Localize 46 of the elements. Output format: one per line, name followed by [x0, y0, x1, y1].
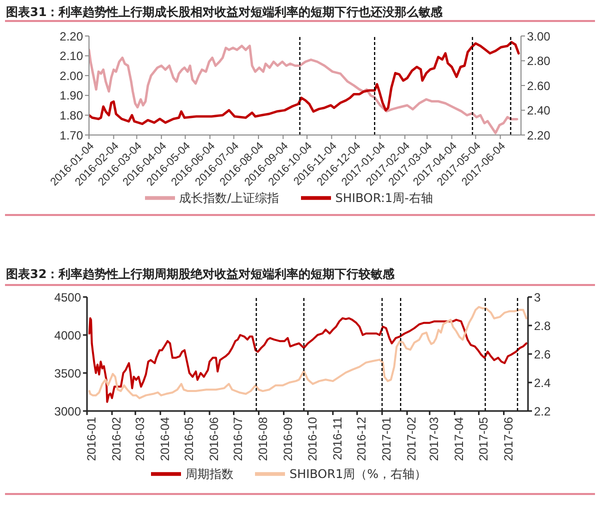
- x-tick-label: 2017-06: [501, 416, 516, 462]
- y-tick-label: 1.90: [60, 88, 84, 103]
- y-tick-label: 1.80: [60, 108, 84, 122]
- x-tick-label: 2016-05: [182, 416, 196, 462]
- x-tick-label: 2017-03: [427, 416, 442, 462]
- y2-tick-label: 2.4: [534, 376, 552, 390]
- x-tick-label: 2016-06: [207, 416, 222, 462]
- x-tick-label: 2016-11: [330, 416, 344, 460]
- x-tick-label: 2016-07: [231, 416, 246, 462]
- chart-title: 图表32：利率趋势性上行期周期股绝对收益对短端利率的短期下行较敏感: [6, 266, 395, 283]
- y-tick-label: 1.70: [60, 128, 84, 142]
- line-series: [88, 317, 528, 403]
- y-tick-label: 4500: [54, 290, 82, 304]
- y2-tick-label: 2.60: [527, 78, 551, 93]
- x-tick-label: 2017-01: [380, 416, 394, 462]
- legend-label: 成长指数/上证综指: [179, 191, 280, 206]
- legend-label: 周期指数: [185, 467, 234, 482]
- y2-tick-label: 2.40: [527, 104, 551, 118]
- x-tick-label: 2016-01: [84, 416, 99, 462]
- x-tick-label: 2016-10: [305, 416, 320, 462]
- y-tick-label: 3000: [54, 404, 82, 418]
- y2-tick-label: 2.2: [534, 404, 552, 418]
- y2-tick-label: 3.00: [527, 29, 551, 44]
- y-tick-label: 3500: [54, 366, 82, 380]
- x-tick-label: 2017-02: [404, 416, 419, 462]
- legend-label: SHIBOR:1周-右轴: [335, 191, 433, 206]
- x-tick-label: 2016-12: [354, 416, 369, 462]
- y-tick-label: 2.10: [60, 49, 84, 64]
- x-tick-label: 2016-08: [256, 416, 270, 462]
- y2-tick-label: 2.80: [527, 54, 551, 68]
- y2-tick-label: 2.20: [527, 128, 551, 142]
- x-tick-label: 2017-04: [452, 416, 466, 462]
- y2-tick-label: 2.8: [534, 318, 552, 333]
- line-series: [88, 306, 528, 400]
- legend-label: SHIBOR1周（%，右轴）: [289, 467, 427, 482]
- x-tick-label: 2016-02: [110, 416, 124, 462]
- x-tick-label: 2016-09: [281, 416, 296, 462]
- x-tick-label: 2016-04: [158, 416, 172, 462]
- y2-tick-label: 2.6: [534, 347, 552, 362]
- y-tick-label: 4000: [54, 328, 82, 342]
- x-tick-label: 2017-05: [476, 416, 490, 462]
- y-tick-label: 2.00: [60, 68, 84, 83]
- x-tick-label: 2016-03: [132, 416, 147, 462]
- chart-title: 图表31：利率趋势性上行期成长股相对收益对短端利率的短期下行也还没那么敏感: [6, 4, 443, 21]
- y-tick-label: 2.20: [60, 29, 84, 44]
- y2-tick-label: 3: [534, 290, 541, 304]
